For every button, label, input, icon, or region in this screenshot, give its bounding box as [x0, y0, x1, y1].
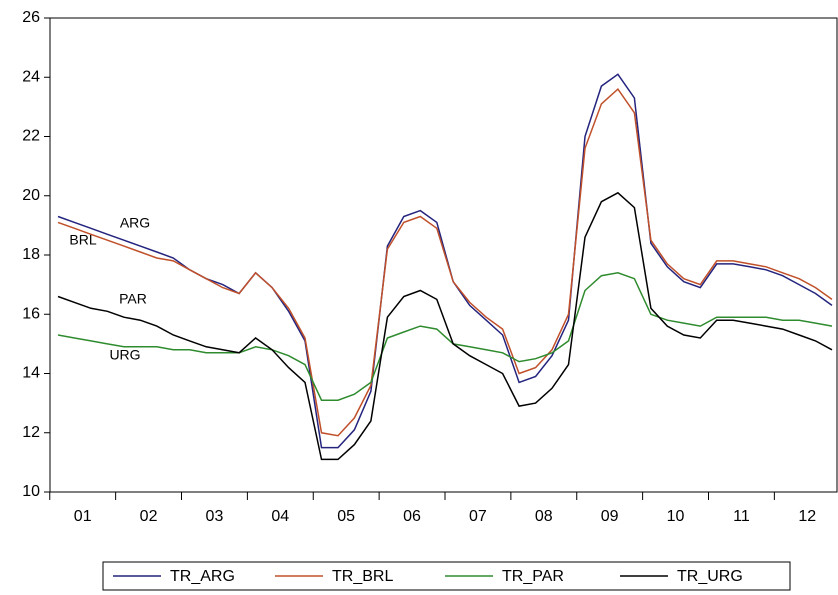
y-tick-label: 12 — [22, 424, 40, 441]
legend-label: TR_PAR — [502, 568, 564, 585]
x-tick-label: 12 — [798, 508, 816, 525]
y-tick-label: 20 — [22, 187, 40, 204]
y-tick-label: 22 — [22, 128, 40, 145]
annotation: ARG — [120, 215, 150, 231]
legend-box — [102, 561, 791, 591]
x-tick-label: 06 — [403, 508, 421, 525]
plot-frame — [49, 17, 838, 493]
legend-label: TR_BRL — [332, 568, 393, 585]
x-tick-label: 03 — [206, 508, 224, 525]
series-line — [57, 191, 833, 461]
annotation: BRL — [69, 232, 96, 248]
x-tick-label: 07 — [469, 508, 487, 525]
series-line — [57, 87, 833, 437]
y-tick-label: 10 — [22, 483, 40, 500]
x-tick-label: 05 — [337, 508, 355, 525]
y-tick-label: 18 — [22, 246, 40, 263]
x-tick-label: 04 — [271, 508, 289, 525]
y-tick-label: 14 — [22, 365, 40, 382]
y-tick-label: 16 — [22, 305, 40, 322]
y-tick-label: 24 — [22, 68, 40, 85]
x-tick-label: 08 — [535, 508, 553, 525]
x-tick-label: 11 — [733, 508, 750, 525]
x-tick-label: 01 — [74, 508, 92, 525]
x-tick-label: 09 — [601, 508, 619, 525]
x-tick-label: 02 — [140, 508, 158, 525]
annotation: PAR — [119, 291, 147, 307]
legend-label: TR_ARG — [170, 568, 235, 585]
legend-label: TR_URG — [677, 568, 743, 585]
series-line — [57, 272, 833, 401]
y-tick-label: 26 — [22, 9, 40, 26]
annotation: URG — [109, 347, 140, 363]
x-tick-label: 10 — [667, 508, 685, 525]
